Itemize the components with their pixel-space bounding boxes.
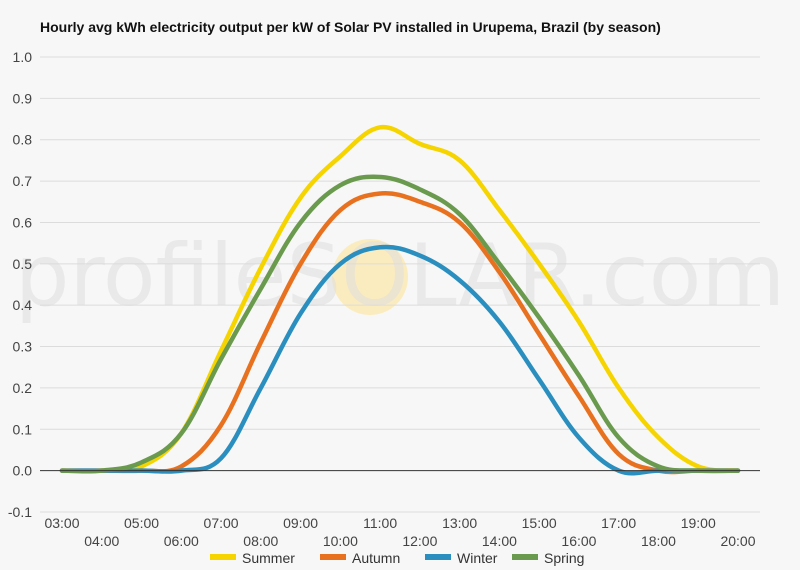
y-tick-label: 0.3 <box>13 339 33 355</box>
legend-label-summer: Summer <box>242 550 295 566</box>
legend-swatch-spring <box>512 554 538 560</box>
x-tick-label: 18:00 <box>641 533 676 549</box>
y-tick-label: 0.1 <box>13 421 33 437</box>
series-line-spring <box>59 174 741 474</box>
x-tick-label: 14:00 <box>482 533 517 549</box>
legend-label-spring: Spring <box>544 550 584 566</box>
y-tick-label: 1.0 <box>13 49 33 65</box>
y-tick-label: -0.1 <box>8 504 32 520</box>
x-tick-label: 04:00 <box>84 533 119 549</box>
x-tick-label: 16:00 <box>561 533 596 549</box>
legend-swatch-winter <box>425 554 451 560</box>
legend-label-autumn: Autumn <box>352 550 400 566</box>
x-tick-label: 09:00 <box>283 515 318 531</box>
x-tick-label: 05:00 <box>124 515 159 531</box>
x-tick-label: 03:00 <box>44 515 79 531</box>
x-tick-label: 06:00 <box>164 533 199 549</box>
x-tick-label: 11:00 <box>363 515 397 531</box>
x-tick-label: 10:00 <box>323 533 358 549</box>
y-tick-label: 0.8 <box>13 132 33 148</box>
x-tick-label: 08:00 <box>243 533 278 549</box>
watermark-text: profileSOLAR.com <box>15 226 785 326</box>
x-tick-label: 17:00 <box>601 515 636 531</box>
legend-label-winter: Winter <box>457 550 498 566</box>
x-tick-label: 07:00 <box>204 515 239 531</box>
series-line-autumn <box>59 190 741 475</box>
chart-title: Hourly avg kWh electricity output per kW… <box>40 19 661 35</box>
x-tick-label: 13:00 <box>442 515 477 531</box>
x-tick-label: 20:00 <box>720 533 755 549</box>
x-tick-label: 15:00 <box>522 515 557 531</box>
y-tick-label: 0.0 <box>13 463 33 479</box>
y-tick-label: 0.4 <box>13 297 33 313</box>
x-tick-label: 19:00 <box>681 515 716 531</box>
y-tick-label: 0.2 <box>13 380 33 396</box>
legend-swatch-autumn <box>320 554 346 560</box>
y-tick-label: 0.5 <box>13 256 33 272</box>
y-tick-label: 0.7 <box>13 173 33 189</box>
legend-swatch-summer <box>210 554 236 560</box>
x-tick-label: 12:00 <box>402 533 437 549</box>
y-tick-label: 0.9 <box>13 90 33 106</box>
y-tick-label: 0.6 <box>13 214 33 230</box>
